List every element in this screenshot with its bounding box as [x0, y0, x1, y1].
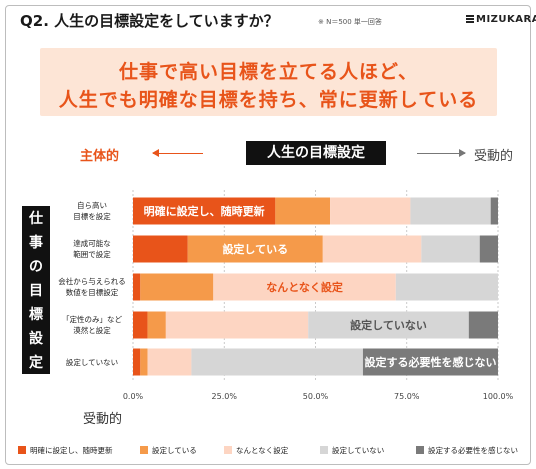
bar-segment — [133, 235, 188, 263]
bar-segment — [140, 348, 148, 376]
work-goal-char: 定 — [29, 355, 43, 371]
work-goal-char: 標 — [29, 307, 43, 323]
bar-segment — [330, 197, 411, 225]
category-label-line: 自ら高い — [77, 201, 107, 210]
category-label-line: 範囲で設定 — [73, 250, 111, 259]
category-label: 会社から与えられる 数値を目標設定 — [55, 276, 129, 298]
category-label-line: 達成可能な — [73, 239, 111, 248]
legend-item: 明確に設定し、随時更新 — [18, 446, 113, 456]
legend-label: 設定する必要性を感じない — [428, 446, 518, 455]
category-label-line: 目標を設定 — [73, 212, 111, 221]
legend-label: 設定していない — [332, 446, 385, 455]
bar-data-label: 設定している — [222, 242, 288, 256]
category-label: 達成可能な範囲で設定 — [55, 238, 129, 260]
bar-segment — [275, 197, 331, 225]
work-goal-char: 目 — [29, 283, 43, 299]
legend-item: 設定する必要性を感じない — [416, 446, 518, 456]
brand-logo: MIZUKARA — [466, 14, 536, 25]
legend-swatch — [320, 446, 328, 454]
category-label: 「定性のみ」など 漠然と設定 — [55, 314, 129, 336]
work-goal-char: 設 — [29, 331, 43, 347]
bar-data-label: なんとなく設定 — [266, 280, 343, 294]
headline-line-2: 人生でも明確な目標を持ち、常に更新している — [58, 89, 479, 111]
work-goal-char: の — [29, 259, 43, 275]
bar-data-label: 設定していない — [350, 318, 427, 332]
bar-segment — [147, 311, 166, 339]
bar-segment — [133, 197, 276, 225]
bar-segment — [133, 311, 148, 339]
legend-label: 設定している — [152, 446, 197, 455]
question-title: Q2. 人生の目標設定をしていますか？ — [20, 12, 279, 30]
bar-segment — [187, 235, 323, 263]
bar-segment — [322, 235, 422, 263]
headline-line-1: 仕事で高い目標を立てる人ほど、 — [118, 61, 419, 83]
proactive-label: 主体的 — [80, 149, 120, 164]
legend-label: 明確に設定し、随時更新 — [30, 446, 113, 455]
x-tick-label: 100.0% — [482, 392, 514, 401]
legend-item: 設定していない — [320, 446, 384, 456]
bar-data-label: 設定する必要性を感じない — [364, 355, 496, 369]
category-label-line: 漠然と設定 — [73, 326, 111, 335]
legend: 明確に設定し、随時更新 設定している なんとなく設定 設定していない 設定する必要性を感… — [18, 446, 518, 460]
arrow-left-icon — [152, 149, 203, 157]
bar-segment — [410, 197, 491, 225]
work-goal-char: 事 — [29, 235, 43, 251]
work-goal-char: 仕 — [29, 211, 43, 227]
bar-segment — [191, 348, 363, 376]
bar-segment — [421, 235, 480, 263]
bar-segment — [165, 311, 309, 339]
x-tick-label: 0.0% — [122, 392, 144, 401]
x-tick-label: 25.0% — [211, 392, 237, 401]
legend-item: 設定している — [140, 446, 197, 456]
category-label: 設定していない — [55, 357, 129, 368]
legend-item: なんとなく設定 — [224, 446, 288, 456]
logo-icon — [466, 15, 474, 23]
x-tick-label: 75.0% — [394, 392, 420, 401]
bar-segment — [490, 197, 498, 225]
sample-note: ※ N＝500 単一回答 — [318, 18, 382, 26]
bar-segment — [140, 273, 214, 301]
legend-swatch — [18, 446, 26, 454]
bar-segment — [213, 273, 396, 301]
headline-banner: 仕事で高い目標を立てる人ほど、 人生でも明確な目標を持ち、常に更新している — [40, 48, 497, 116]
category-label-line: 設定していない — [65, 357, 119, 367]
bar-segment — [133, 273, 141, 301]
bar-data-label: 明確に設定し、随時更新 — [144, 204, 265, 218]
bar-segment — [147, 348, 192, 376]
legend-swatch — [224, 446, 232, 454]
bar-segment — [479, 235, 498, 263]
passive-label-bottom: 受動的 — [83, 412, 123, 427]
bar-segment — [362, 348, 498, 376]
category-label: 自ら高い 目標を設定 — [55, 200, 129, 222]
category-label-line: 「定性のみ」など — [62, 315, 122, 324]
logo-text: MIZUKARA — [476, 14, 536, 25]
bar-segment — [133, 348, 141, 376]
category-label-line: 数値を目標設定 — [65, 288, 119, 297]
legend-swatch — [416, 446, 424, 454]
x-tick-label: 50.0% — [302, 392, 329, 401]
life-goal-header: 人生の目標設定 — [246, 141, 386, 165]
arrow-right-icon — [417, 149, 466, 157]
bar-segment — [468, 311, 498, 339]
bar-segment — [308, 311, 469, 339]
legend-label: なんとなく設定 — [236, 446, 289, 455]
legend-swatch — [140, 446, 148, 454]
category-label-line: 会社から与えられる — [58, 277, 126, 286]
work-goal-label: 仕 事 の 目 標 設 定 — [22, 206, 50, 374]
passive-label-top: 受動的 — [474, 149, 514, 164]
bar-segment — [395, 273, 498, 301]
